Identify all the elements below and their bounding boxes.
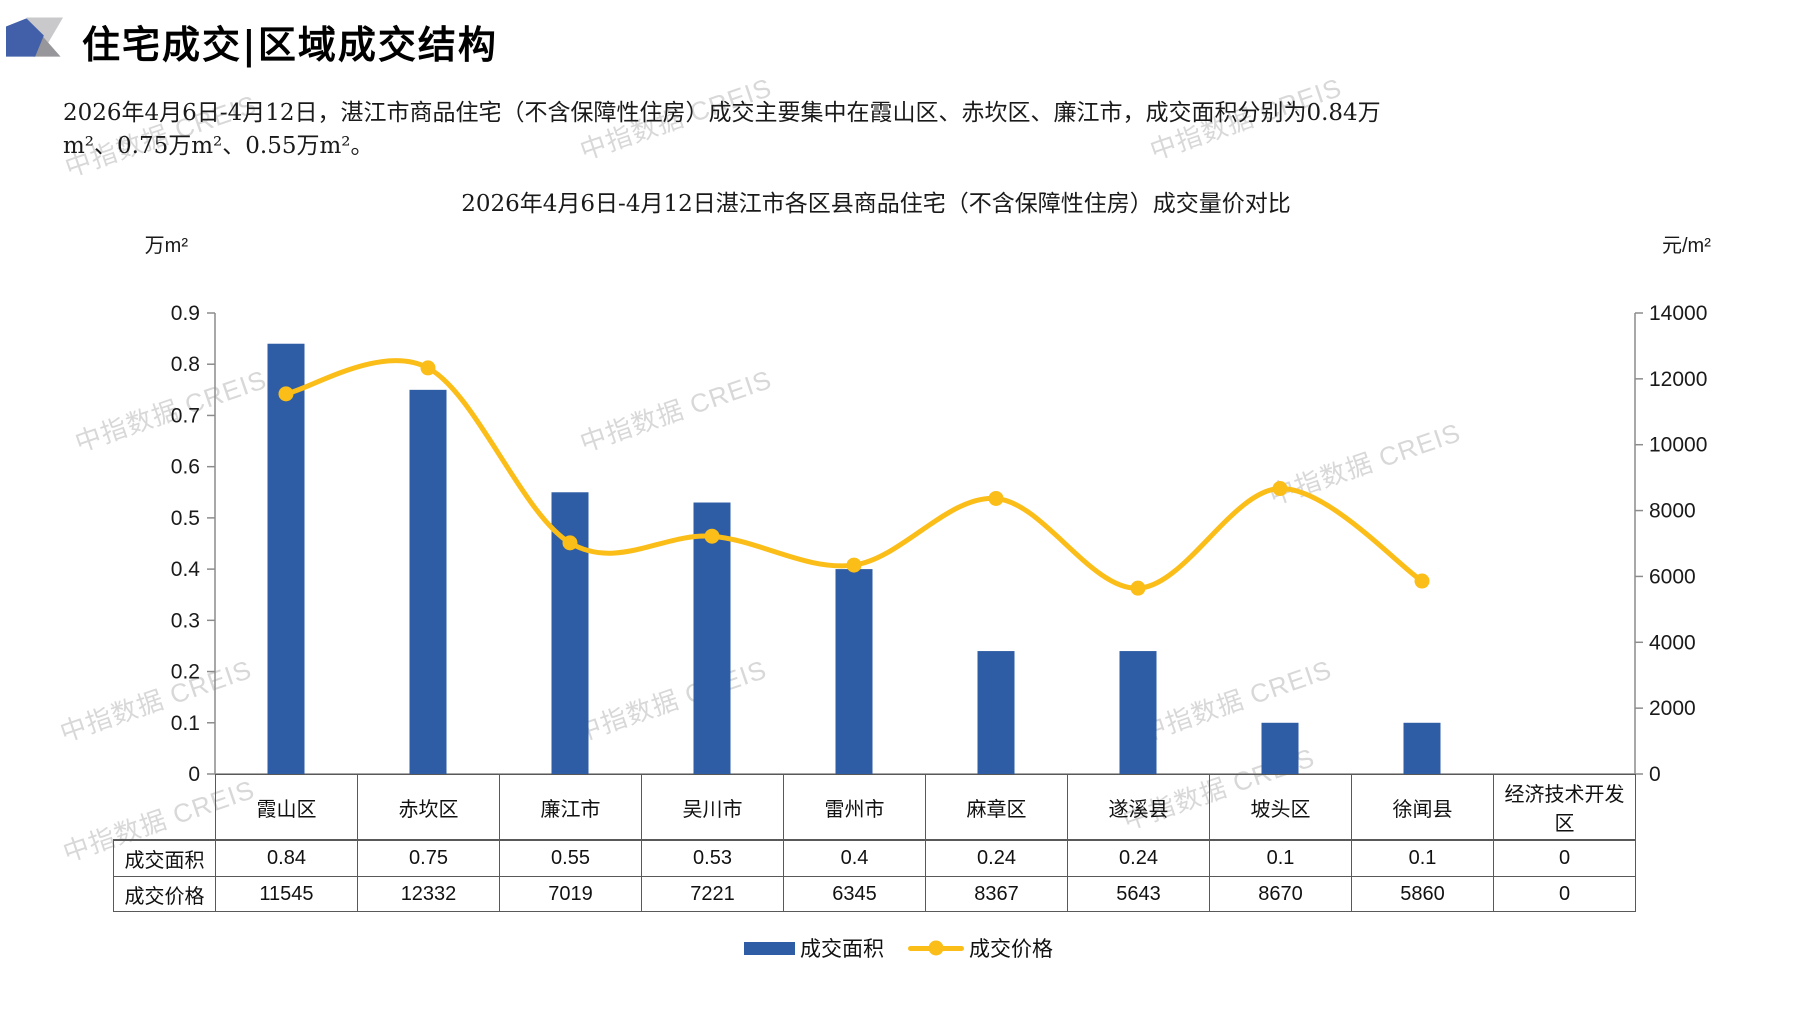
right-axis-tick-label: 4000 <box>1649 631 1696 654</box>
table-row-label-area: 成交面积 <box>113 839 216 877</box>
table-price-value: 8367 <box>925 876 1068 912</box>
table-area-value: 0.84 <box>215 839 358 877</box>
right-axis-tick-label: 12000 <box>1649 368 1707 391</box>
left-axis-tick-label: 0.7 <box>171 404 200 427</box>
table-category-header: 徐闻县 <box>1351 774 1494 841</box>
area-bar <box>835 569 873 774</box>
area-bar <box>1119 651 1157 774</box>
table-row-label-price: 成交价格 <box>113 876 216 912</box>
table-category-header: 经济技术开发区 <box>1493 774 1636 841</box>
table-price-value: 6345 <box>783 876 926 912</box>
bar-swatch-icon <box>744 941 795 955</box>
table-area-value: 0.24 <box>925 839 1068 877</box>
table-price-value: 11545 <box>215 876 358 912</box>
table-category-header: 麻章区 <box>925 774 1068 841</box>
legend-label-area: 成交面积 <box>800 937 884 961</box>
table-category-header: 吴川市 <box>641 774 784 841</box>
price-point <box>562 535 578 551</box>
data-table: 霞山区 赤坎区 廉江市 吴川市 雷州市 麻章区 遂溪县 坡头区 徐闻县 经济技术开发区 成交面积 0.… <box>113 774 1636 912</box>
table-area-value: 0.75 <box>357 839 500 877</box>
left-axis-tick-label: 0.1 <box>171 712 200 735</box>
price-line <box>283 358 1425 591</box>
price-point <box>1130 580 1146 596</box>
legend-item-price: 成交价格 <box>908 933 1053 963</box>
legend-item-area: 成交面积 <box>744 933 884 963</box>
creis-logo <box>6 13 68 58</box>
left-axis-unit: 万m² <box>144 235 188 257</box>
table-area-value: 0 <box>1493 839 1636 877</box>
chart-title: 2026年4月6日-4月12日湛江市各区县商品住宅（不含保障性住房）成交量价对比 <box>461 191 1291 217</box>
price-point <box>846 557 862 573</box>
price-point <box>278 386 294 402</box>
left-axis-tick-label: 0.2 <box>171 661 200 684</box>
table-price-value: 7221 <box>641 876 784 912</box>
right-axis-tick-label: 14000 <box>1649 302 1707 325</box>
table-price-value: 0 <box>1493 876 1636 912</box>
line-dot-icon <box>928 940 944 956</box>
line-swatch-icon <box>908 940 964 956</box>
price-point <box>704 528 720 544</box>
price-point <box>988 490 1004 506</box>
table-category-header: 坡头区 <box>1209 774 1352 841</box>
chart-legend: 成交面积 成交价格 <box>0 933 1797 963</box>
table-price-value: 7019 <box>499 876 642 912</box>
table-category-header: 遂溪县 <box>1067 774 1210 841</box>
table-area-value: 0.55 <box>499 839 642 877</box>
area-bar <box>409 389 447 774</box>
right-axis-tick-label: 8000 <box>1649 500 1696 523</box>
table-price-value: 8670 <box>1209 876 1352 912</box>
right-axis-unit: 元/m² <box>1662 235 1711 257</box>
legend-label-price: 成交价格 <box>969 937 1053 961</box>
left-axis-tick-label: 0.8 <box>171 353 200 376</box>
table-category-header: 赤坎区 <box>357 774 500 841</box>
left-axis-tick-label: 0.3 <box>171 609 200 632</box>
price-point <box>1414 573 1430 589</box>
right-axis-tick-label: 10000 <box>1649 434 1707 457</box>
table-area-value: 0.53 <box>641 839 784 877</box>
right-axis-tick-label: 2000 <box>1649 697 1696 720</box>
page-title: 住宅成交|区域成交结构 <box>82 22 498 67</box>
price-point <box>1272 481 1288 497</box>
table-price-value: 12332 <box>357 876 500 912</box>
left-axis-tick-label: 0.6 <box>171 456 200 479</box>
area-bar <box>1261 722 1299 774</box>
table-area-value: 0.4 <box>783 839 926 877</box>
summary-paragraph: 2026年4月6日-4月12日，湛江市商品住宅（不含保障性住房）成交主要集中在霞… <box>63 100 1381 159</box>
table-corner-cell <box>113 774 216 841</box>
table-category-header: 雷州市 <box>783 774 926 841</box>
area-bar <box>267 343 305 774</box>
table-area-value: 0.1 <box>1209 839 1352 877</box>
area-bar <box>1403 722 1441 774</box>
area-bar <box>977 651 1015 774</box>
left-axis-tick-label: 0.9 <box>171 302 200 325</box>
table-category-header: 霞山区 <box>215 774 358 841</box>
table-area-value: 0.1 <box>1351 839 1494 877</box>
table-area-value: 0.24 <box>1067 839 1210 877</box>
table-price-value: 5860 <box>1351 876 1494 912</box>
table-price-value: 5643 <box>1067 876 1210 912</box>
left-axis-tick-label: 0.5 <box>171 507 200 530</box>
table-category-header: 廉江市 <box>499 774 642 841</box>
area-bar <box>693 502 731 774</box>
price-point <box>420 360 436 376</box>
right-axis-tick-label: 0 <box>1649 763 1661 786</box>
right-axis-tick-label: 6000 <box>1649 565 1696 588</box>
left-axis-tick-label: 0.4 <box>171 558 201 581</box>
